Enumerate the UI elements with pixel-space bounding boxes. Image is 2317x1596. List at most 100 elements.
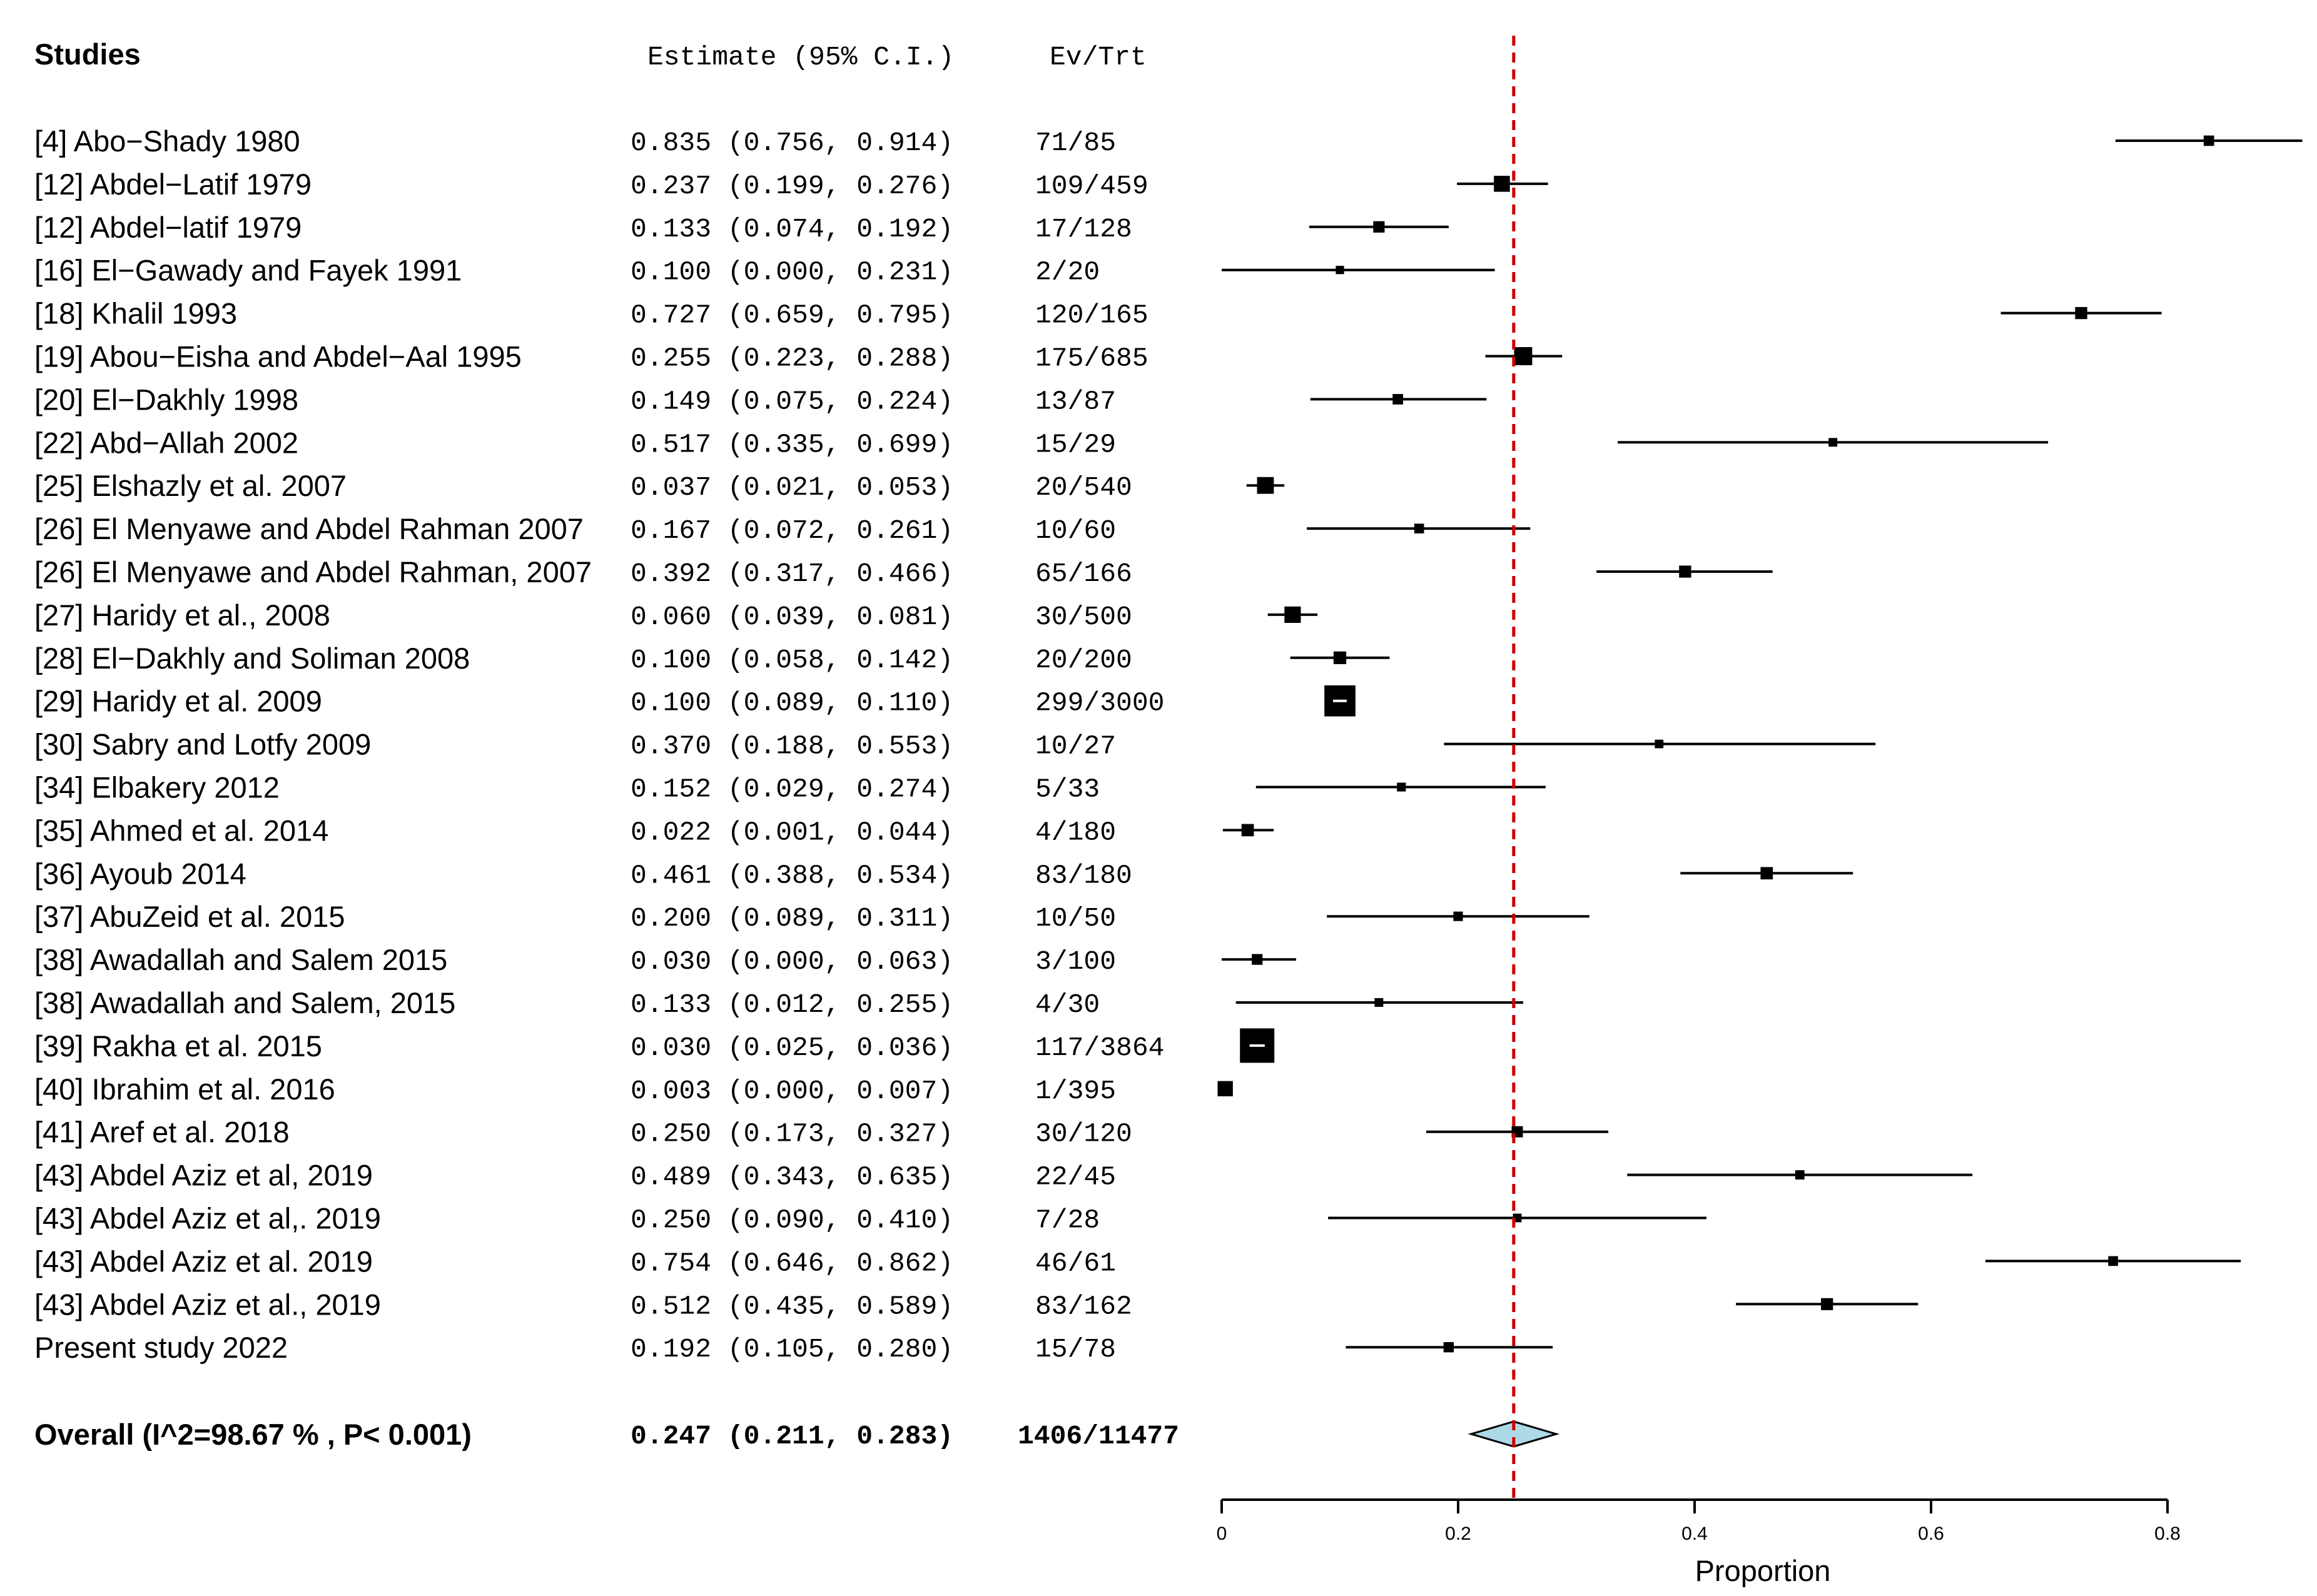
study-events: 299/3000: [1035, 688, 1164, 719]
point-marker: [1392, 394, 1403, 405]
study-row: [41] Aref et al. 2018 0.250 (0.173, 0.327…: [34, 1116, 1132, 1149]
study-events: 7/28: [1035, 1205, 1100, 1236]
point-marker: [2108, 1256, 2118, 1266]
point-marker: [1373, 221, 1385, 233]
study-estimate: 0.237 (0.199, 0.276): [631, 171, 953, 201]
x-tick-label: 0.8: [2154, 1523, 2181, 1544]
study-estimate: 0.003 (0.000, 0.007): [631, 1076, 953, 1106]
header-events: Ev/Trt: [1050, 42, 1147, 73]
study-row: [12] Abdel−Latif 1979 0.237 (0.199, 0.276…: [34, 168, 1148, 201]
point-marker: [1217, 1081, 1233, 1096]
study-estimate: 0.022 (0.001, 0.044): [631, 817, 953, 847]
study-row: [38] Awadallah and Salem 2015 0.030 (0.00…: [34, 943, 1116, 977]
study-label: [12] Abdel−latif 1979: [34, 211, 302, 244]
study-row: [43] Abdel Aziz et al, 2019 0.489 (0.343,…: [34, 1159, 1116, 1193]
point-marker: [1679, 565, 1691, 578]
study-events: 20/540: [1035, 472, 1132, 503]
point-marker: [1821, 1298, 1833, 1310]
study-events: 83/180: [1035, 860, 1132, 891]
point-marker: [1795, 1170, 1805, 1180]
header-studies: Studies: [34, 38, 141, 71]
overall-label: Overall (I^2=98.67 % , P< 0.001): [34, 1418, 472, 1451]
study-events: 71/85: [1035, 128, 1116, 158]
point-marker: [1828, 438, 1838, 447]
study-label: [16] El−Gawady and Fayek 1991: [34, 254, 462, 287]
study-events: 5/33: [1035, 774, 1100, 805]
study-row: [28] El−Dakhly and Soliman 2008 0.100 (0.…: [34, 642, 1132, 675]
plot-marks: [1217, 36, 2303, 1500]
study-row: [30] Sabry and Lotfy 2009 0.370 (0.188, 0…: [34, 728, 1116, 762]
study-estimate: 0.100 (0.000, 0.231): [631, 257, 953, 288]
study-events: 30/500: [1035, 602, 1132, 632]
point-marker: [1443, 1342, 1454, 1353]
study-row: [20] El−Dakhly 1998 0.149 (0.075, 0.224) 1…: [34, 383, 1116, 417]
study-label: [26] El Menyawe and Abdel Rahman, 2007: [34, 555, 592, 588]
study-label: [41] Aref et al. 2018: [34, 1116, 290, 1149]
study-events: 2/20: [1035, 257, 1100, 288]
study-row: [18] Khalil 1993 0.727 (0.659, 0.795) 120/…: [34, 297, 1148, 331]
study-estimate: 0.030 (0.000, 0.063): [631, 946, 953, 977]
study-estimate: 0.152 (0.029, 0.274): [631, 774, 953, 805]
study-estimate: 0.100 (0.058, 0.142): [631, 645, 953, 675]
point-marker: [1397, 782, 1406, 792]
point-marker: [1453, 911, 1463, 921]
study-estimate: 0.727 (0.659, 0.795): [631, 300, 953, 331]
study-events: 4/30: [1035, 989, 1100, 1020]
study-label: [30] Sabry and Lotfy 2009: [34, 728, 371, 761]
study-row: [16] El−Gawady and Fayek 1991 0.100 (0.00…: [34, 254, 1100, 288]
point-marker: [1241, 824, 1254, 837]
study-label: [20] El−Dakhly 1998: [34, 383, 298, 416]
study-row: [4] Abo−Shady 1980 0.835 (0.756, 0.914) 71…: [34, 124, 1116, 158]
study-row: [25] Elshazly et al. 2007 0.037 (0.021, 0…: [34, 469, 1132, 503]
study-label: [37] AbuZeid et al. 2015: [34, 900, 345, 933]
point-marker: [1414, 523, 1424, 533]
study-estimate: 0.133 (0.012, 0.255): [631, 989, 953, 1020]
study-row: [29] Haridy et al. 2009 0.100 (0.089, 0.1…: [34, 685, 1164, 719]
study-label: [4] Abo−Shady 1980: [34, 124, 300, 158]
study-label: [34] Elbakery 2012: [34, 771, 280, 804]
study-label: [12] Abdel−Latif 1979: [34, 168, 312, 201]
study-row: [26] El Menyawe and Abdel Rahman 2007 0.1…: [34, 512, 1116, 546]
point-marker: [1655, 739, 1664, 749]
study-estimate: 0.192 (0.105, 0.280): [631, 1334, 953, 1365]
study-estimate: 0.461 (0.388, 0.534): [631, 860, 953, 891]
study-estimate: 0.255 (0.223, 0.288): [631, 343, 953, 374]
study-estimate: 0.060 (0.039, 0.081): [631, 602, 953, 632]
point-marker: [1760, 867, 1773, 880]
study-estimate: 0.517 (0.335, 0.699): [631, 429, 953, 460]
study-row: [40] Ibrahim et al. 2016 0.003 (0.000, 0.…: [34, 1073, 1116, 1106]
study-estimate: 0.489 (0.343, 0.635): [631, 1162, 953, 1193]
study-events: 3/100: [1035, 946, 1116, 977]
study-label: [38] Awadallah and Salem, 2015: [34, 986, 455, 1019]
study-estimate: 0.754 (0.646, 0.862): [631, 1248, 953, 1278]
study-row: [38] Awadallah and Salem, 2015 0.133 (0.0…: [34, 986, 1100, 1020]
study-label: [18] Khalil 1993: [34, 297, 237, 330]
study-events: 15/29: [1035, 429, 1116, 460]
point-marker: [1374, 998, 1384, 1007]
study-estimate: 0.835 (0.756, 0.914): [631, 128, 953, 158]
study-label: [35] Ahmed et al. 2014: [34, 814, 328, 847]
study-events: 15/78: [1035, 1334, 1116, 1365]
column-headers: Studies Estimate (95% C.I.) Ev/Trt: [34, 38, 1147, 73]
study-events: 17/128: [1035, 214, 1132, 245]
x-tick-label: 0: [1217, 1523, 1227, 1544]
header-estimate: Estimate (95% C.I.): [647, 42, 954, 73]
point-marker: [1252, 954, 1263, 965]
study-events: 10/27: [1035, 731, 1116, 762]
study-row: [36] Ayoub 2014 0.461 (0.388, 0.534) 83/18…: [34, 857, 1132, 891]
study-estimate: 0.133 (0.074, 0.192): [631, 214, 953, 245]
study-estimate: 0.200 (0.089, 0.311): [631, 903, 953, 934]
x-axis-title: Proportion: [1695, 1554, 1831, 1587]
study-label: [22] Abd−Allah 2002: [34, 426, 298, 459]
study-estimate: 0.167 (0.072, 0.261): [631, 515, 953, 546]
point-marker: [1494, 176, 1510, 192]
study-events: 13/87: [1035, 386, 1116, 417]
study-row: [27] Haridy et al., 2008 0.060 (0.039, 0.…: [34, 598, 1132, 632]
overall-estimate: 0.247 (0.211, 0.283): [631, 1421, 953, 1452]
study-label: [43] Abdel Aziz et al. 2019: [34, 1245, 373, 1278]
study-label: [29] Haridy et al. 2009: [34, 685, 322, 718]
study-label: [43] Abdel Aziz et al,. 2019: [34, 1202, 381, 1235]
study-label: [25] Elshazly et al. 2007: [34, 469, 347, 502]
study-estimate: 0.512 (0.435, 0.589): [631, 1291, 953, 1321]
